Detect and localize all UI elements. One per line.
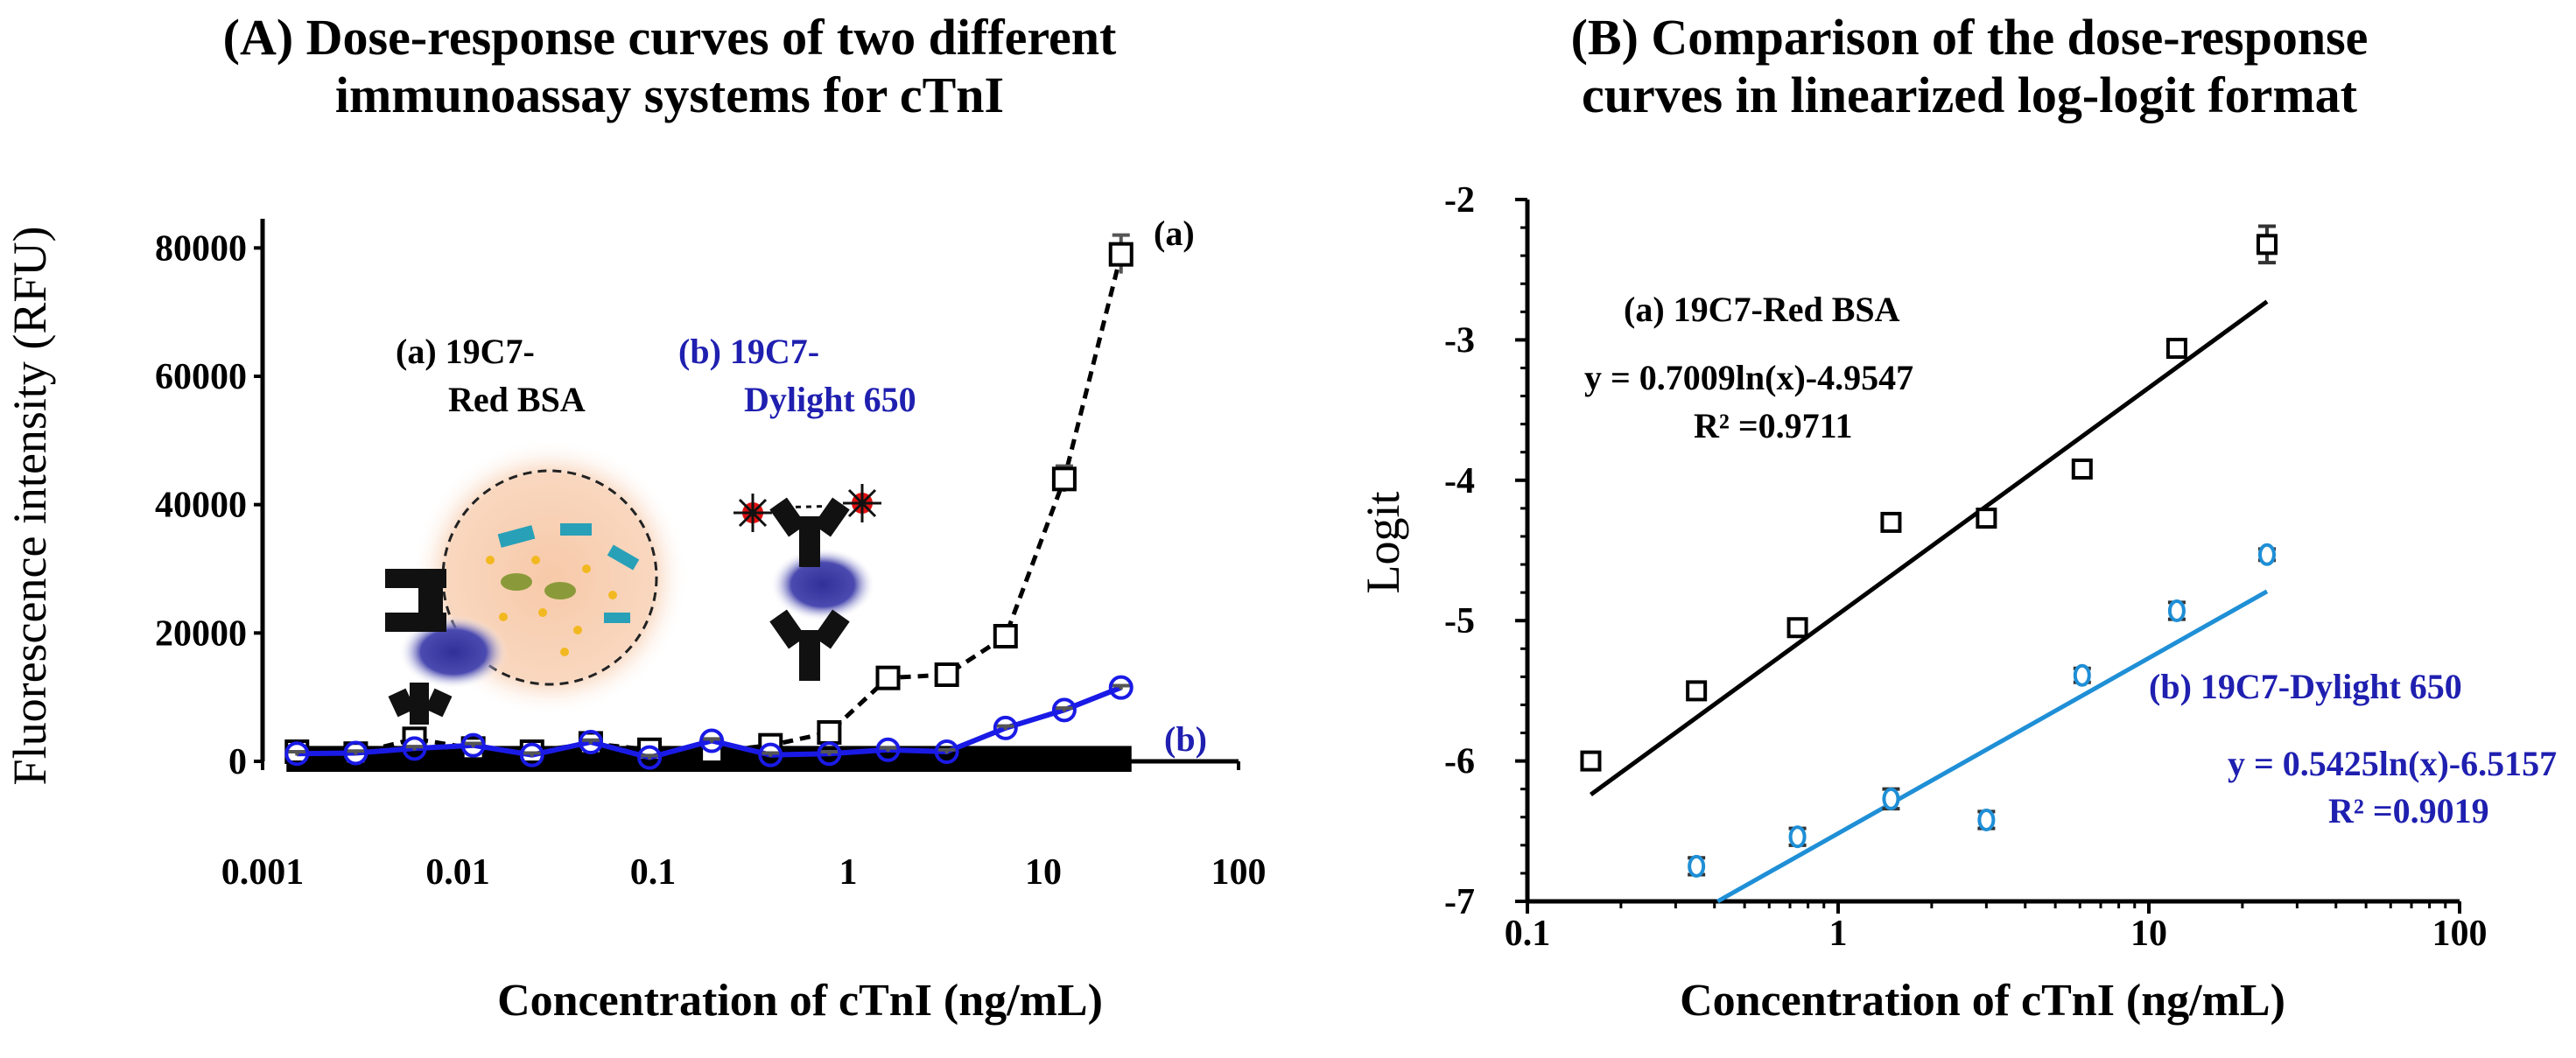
chart-b-legend-b: (b) 19C7-Dylight 650 [2149,667,2462,706]
chart-a-point-b [343,740,369,766]
chart-a-series-line-a [297,254,1124,756]
chart-a-point-a [934,662,959,687]
chart-b-point-b [1788,825,1807,849]
chart-a-x-tick-label: 0.001 [221,852,305,893]
chart-a-y-tick-label: 0 [228,742,247,782]
chart-b-point-b [1688,854,1706,878]
chart-a-x-tick-label: 10 [1025,852,1062,893]
chart-a-x-tick-label: 0.01 [425,852,490,893]
chart-b-y-tick-label: -3 [1444,320,1475,361]
chart-b-y-tick-label: -4 [1444,461,1475,501]
chart-a-legend-b-line2: Dylight 650 [744,380,916,419]
chart-a-point-b [519,742,544,767]
chart-a-point-a [993,624,1018,648]
chart-a-point-b [460,732,486,758]
chart-b-point-b [1882,787,1900,810]
chart-a-y-tick-label: 40000 [155,486,247,526]
chart-a-title-line1: (A) Dose-response curves of two differen… [223,9,1117,66]
chart-a-x-tick-label: 1 [839,852,858,893]
chart-a-point-b [578,730,603,754]
chart-b-point-b [1977,808,1996,831]
chart-b-point-b [2167,599,2186,622]
chart-a-x-tick-label: 0.1 [630,852,677,893]
chart-b-point-a [1686,680,1708,702]
chart-a-point-b [1051,697,1077,723]
chart-a-point-b [637,745,663,770]
chart-a-legend-b-line1: (b) 19C7- [678,332,819,371]
chart-a-point-b [993,715,1018,740]
chart-a-point-b [934,739,959,764]
antibody-icon-a [385,569,446,632]
chart-b-trendline-b [1716,589,2269,904]
chart-a-y-tick-label: 60000 [155,357,247,397]
chart-b-point-a [2165,338,2187,360]
antigen-glow-b [770,548,875,621]
chart-b-y-axis-label: Logit [1357,492,1409,594]
chart-b-y-tick-label: -2 [1444,180,1475,221]
chart-b-point-b [2073,663,2091,687]
chart-b-point-a [1880,511,1902,533]
chart-b-equation-b: y = 0.5425ln(x)-6.5157 [2228,744,2557,783]
chart-b-r2-b: R² =0.9019 [2328,791,2489,830]
chart-b-trendline-a [1589,299,2269,796]
chart-b-point-a [1976,508,1997,529]
chart-a-legend-a-line2: Red BSA [448,380,586,419]
chart-b-x-tick-label: 10 [2130,914,2167,954]
chart-a-point-b [817,741,842,767]
capture-antibody-icon-a [388,683,453,725]
chart-a-point-a [875,665,901,690]
plot-layer: 0 20000 40000 60000 80000 0.001 0.01 0.1 1 10 100 -… [155,180,2488,954]
chart-a-point-b [1108,675,1134,700]
chart-a-point-b [699,728,725,753]
chart-b-point-b [2257,543,2276,566]
chart-a-point-a [817,720,842,745]
chart-a-y-tick-label: 20000 [155,613,247,654]
chart-b-x-tick-label: 100 [2432,914,2488,954]
chart-b-equation-a: y = 0.7009ln(x)-4.9547 [1584,358,1913,397]
chart-b-point-a [1580,750,1602,772]
chart-a-point-a [1051,466,1077,492]
chart-a-point-b [758,742,783,767]
chart-a-title-line2: immunoassay systems for cTnI [335,67,1004,123]
antigen-glow-a [399,615,508,689]
chart-b-legend-a: (a) 19C7-Red BSA [1624,290,1900,329]
chart-b-point-a [2256,234,2278,256]
dylight-dye-icon [733,484,881,532]
chart-b-x-tick-label: 0.1 [1505,914,1551,954]
chart-b-y-tick-label: -7 [1444,882,1475,922]
chart-b-y-tick-label: -6 [1444,742,1475,782]
chart-a-y-tick-label: 80000 [155,228,247,269]
chart-b-point-a [2071,458,2093,480]
chart-b-x-tick-label: 1 [1829,914,1848,954]
chart-a-point-a [1108,242,1134,267]
chart-b-x-axis-label: Concentration of cTnI (ng/mL) [1680,976,2285,1026]
chart-b-y-tick-label: -5 [1444,601,1475,641]
chart-a-legend-a-line1: (a) 19C7- [396,332,535,371]
chart-b-r2-a: R² =0.9711 [1694,406,1852,445]
chart-a-curve-label-b: (b) [1164,719,1207,759]
chart-a-illustration [385,439,881,725]
chart-a-point-b [284,741,310,767]
chart-a-point-b [875,737,901,762]
chart-b-point-a [1786,617,1808,639]
bsa-particle-contents [486,523,640,656]
chart-b-title-line1: (B) Comparison of the dose-response [1571,9,2369,66]
capture-antibody-icon-b [769,609,850,681]
chart-a-x-tick-label: 100 [1211,852,1267,893]
chart-a-x-axis-label: Concentration of cTnI (ng/mL) [497,976,1103,1026]
chart-a-curve-label-a: (a) [1154,214,1195,253]
chart-b-title-line2: curves in linearized log-logit format [1582,67,2358,123]
chart-a-point-b [402,736,427,761]
chart-a-y-axis-label: Fluorescence intensity (RFU) [4,227,56,786]
